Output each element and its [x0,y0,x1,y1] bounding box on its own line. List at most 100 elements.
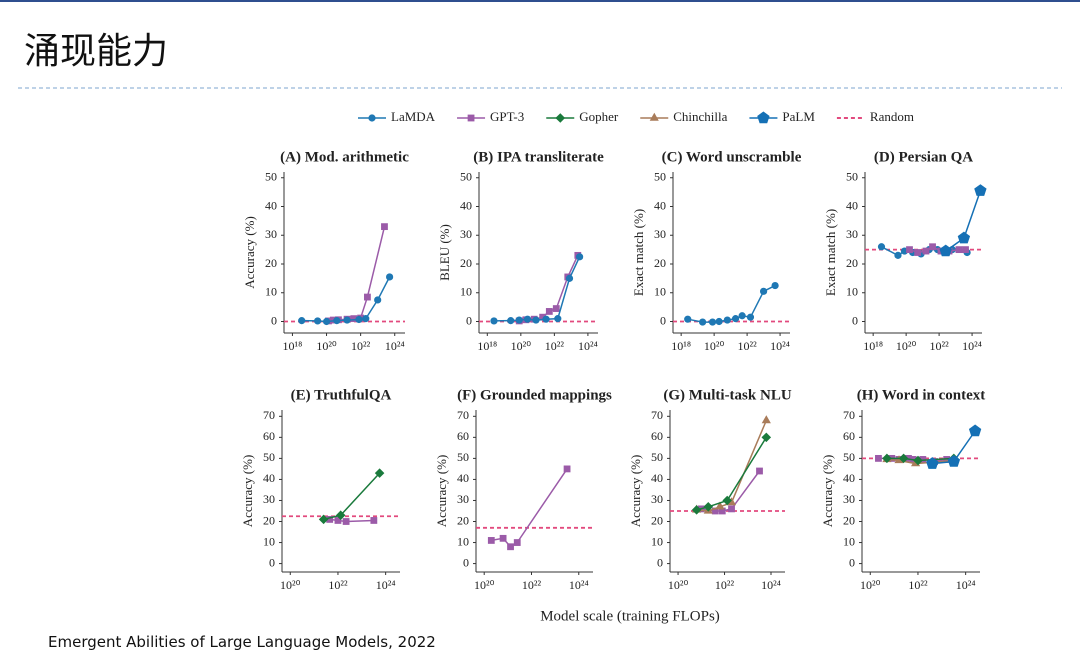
marker [374,468,385,478]
y-tick-label: 20 [457,513,469,527]
x-tick-label: 10²⁴ [761,578,781,592]
y-tick-label: 30 [654,227,666,241]
x-tick-label: 10²² [930,339,950,353]
marker [914,249,922,256]
y-axis-label: Accuracy (%) [240,455,255,528]
y-tick-label: 70 [651,408,663,422]
series-line [687,284,776,323]
y-tick-label: 10 [846,285,858,299]
y-tick-label: 30 [460,227,472,241]
marker [552,305,560,312]
marker [759,287,768,295]
marker [947,455,961,467]
marker [715,317,723,326]
x-tick-label: 10²⁴ [569,578,589,592]
marker [499,534,507,542]
marker [898,453,909,464]
x-tick-label: 10²² [351,339,371,353]
marker [298,317,306,325]
marker [333,317,341,325]
y-axis-label: Exact match (%) [823,209,838,296]
panel-title: (G) Multi-task NLU [663,387,791,403]
y-axis-label: Accuracy (%) [820,455,835,528]
y-tick-label: 20 [460,256,472,270]
marker [563,465,571,473]
marker [507,317,515,325]
marker [545,308,553,315]
panel-title: (D) Persian QA [874,149,973,165]
y-tick-label: 20 [654,256,666,270]
y-tick-label: 60 [457,429,469,443]
marker [381,223,388,231]
panel-title: (E) TruthfulQA [291,387,392,403]
y-tick-label: 60 [651,429,663,443]
marker [342,518,350,525]
marker [731,315,740,323]
marker [761,415,771,424]
series-line [886,457,954,462]
y-tick-label: 30 [457,492,469,506]
y-tick-label: 10 [654,285,666,299]
series-line [323,472,381,521]
y-tick-label: 40 [265,198,277,212]
y-tick-label: 40 [654,198,666,212]
x-tick-label: 10²² [908,578,928,592]
legend-label: Gopher [579,109,619,124]
marker [364,293,371,301]
marker [335,510,346,520]
y-tick-label: 0 [657,555,663,569]
x-tick-label: 10²⁰ [316,339,337,353]
marker [554,315,562,323]
y-tick-label: 10 [843,534,855,548]
marker [913,455,923,466]
marker [708,318,717,326]
x-tick-label: 10¹⁸ [477,339,497,353]
y-tick-label: 10 [265,285,277,299]
marker [894,251,902,259]
marker [715,501,725,510]
panel-title: (H) Word in context [857,387,985,403]
marker [922,247,930,255]
series-line [329,518,374,523]
x-tick-label: 10²⁰ [668,578,689,592]
marker [490,317,498,325]
y-tick-label: 50 [457,450,469,464]
y-tick-label: 30 [263,492,275,506]
marker [926,457,939,469]
y-tick-label: 10 [651,534,663,548]
legend-marker [649,112,659,121]
marker [374,296,382,304]
marker [761,432,772,443]
marker [756,467,763,475]
y-tick-label: 40 [651,471,663,485]
y-tick-label: 70 [843,408,855,422]
series-line [493,256,581,322]
y-tick-label: 20 [263,513,275,527]
y-tick-label: 60 [843,429,855,443]
x-tick-label: 10¹⁸ [283,339,303,353]
x-tick-label: 10²⁴ [962,339,982,353]
panel-title: (B) IPA transliterate [473,149,604,165]
y-tick-label: 40 [460,198,472,212]
series-line [328,226,386,322]
y-tick-label: 30 [651,492,663,506]
legend-label: Chinchilla [673,109,727,124]
legend-marker [368,114,376,122]
x-axis-label: Model scale (training FLOPs) [540,608,720,624]
marker [699,318,707,326]
caption: Emergent Abilities of Large Language Mod… [48,633,436,651]
y-tick-label: 20 [265,256,277,270]
panel-title: (A) Mod. arithmetic [280,149,409,165]
y-tick-label: 50 [846,170,858,184]
y-tick-label: 50 [651,450,663,464]
marker [355,315,363,324]
y-tick-label: 50 [263,450,275,464]
marker [565,274,574,282]
y-axis-label: BLEU (%) [437,224,452,281]
x-tick-label: 10¹⁸ [671,339,691,353]
y-tick-label: 30 [846,227,858,241]
marker [386,273,394,281]
marker [334,517,342,524]
marker [955,246,963,254]
marker [957,231,971,244]
